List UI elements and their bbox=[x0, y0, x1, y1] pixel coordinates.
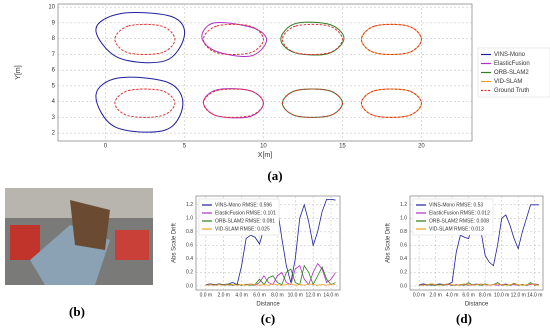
legend-box bbox=[412, 198, 494, 236]
legend-label: ElasticFusion RMSE: 0.101 bbox=[215, 210, 276, 216]
x-tick-label: 2.0 m bbox=[429, 292, 442, 298]
photo-red-chair bbox=[115, 230, 149, 260]
y-axis-label: Abs Scale Drift bbox=[386, 223, 392, 263]
plot-area bbox=[57, 3, 473, 142]
y-tick-label: 0.6 bbox=[400, 243, 407, 249]
x-tick-label: 2.0 m bbox=[217, 292, 230, 298]
caption: (d) bbox=[456, 311, 472, 326]
y-tick-label: 0.4 bbox=[186, 256, 193, 262]
legend-label: ElasticFusion bbox=[494, 61, 530, 67]
legend-box bbox=[198, 198, 280, 236]
x-tick-label: 0 bbox=[104, 144, 108, 150]
legend-box bbox=[477, 47, 550, 98]
x-tick-label: 20 bbox=[418, 144, 425, 150]
y-tick-label: 6 bbox=[52, 68, 56, 74]
legend-label: Ground Truth bbox=[494, 88, 529, 94]
y-tick-label: 0.0 bbox=[186, 283, 193, 289]
y-tick-label: 0.8 bbox=[400, 229, 407, 235]
x-tick-label: 0.0 m bbox=[200, 292, 213, 298]
caption: (c) bbox=[261, 311, 275, 326]
x-axis-label: X[m] bbox=[258, 152, 272, 159]
y-tick-label: 0.2 bbox=[186, 270, 193, 276]
x-tick-label: 4.0 m bbox=[446, 292, 459, 298]
y-tick-label: 0.2 bbox=[400, 270, 407, 276]
y-tick-label: 7 bbox=[52, 52, 56, 58]
y-tick-label: 10 bbox=[48, 5, 55, 11]
photo bbox=[5, 188, 153, 285]
x-tick-label: 0.0 m bbox=[413, 292, 426, 298]
y-tick-label: 1.0 bbox=[186, 216, 193, 222]
x-axis-label: Distance bbox=[465, 302, 489, 308]
x-axis-label: Distance bbox=[256, 302, 280, 308]
y-tick-label: 4 bbox=[52, 99, 56, 105]
photo-red-chair bbox=[10, 225, 40, 260]
x-tick-label: 10.0 m bbox=[288, 292, 303, 298]
x-tick-label: 10 bbox=[260, 144, 267, 150]
legend-label: VID-SLAM RMSE: 0.025 bbox=[215, 226, 270, 232]
photo-wood-chair bbox=[70, 200, 110, 250]
x-tick-label: 6.0 m bbox=[462, 292, 475, 298]
y-tick-label: 0.4 bbox=[400, 256, 407, 262]
legend-label: VID-SLAM bbox=[494, 79, 522, 85]
y-axis-label: Abs Scale Drift bbox=[172, 223, 178, 263]
series-line bbox=[205, 283, 336, 286]
y-tick-label: 8 bbox=[52, 36, 56, 42]
legend-label: VINS-Mono RMSE: 0.596 bbox=[215, 202, 272, 208]
caption: (a) bbox=[267, 168, 282, 183]
x-tick-label: 8.0 m bbox=[479, 292, 492, 298]
y-tick-label: 3 bbox=[52, 115, 56, 121]
y-tick-label: 2 bbox=[52, 131, 56, 137]
x-tick-label: 5 bbox=[183, 144, 187, 150]
x-tick-label: 8.0 m bbox=[271, 292, 284, 298]
legend-label: ORB-SLAM2 RMSE: 0.081 bbox=[215, 218, 275, 224]
x-tick-label: 14.0 m bbox=[527, 292, 542, 298]
y-tick-label: 9 bbox=[52, 20, 56, 26]
legend-label: ElasticFusion RMSE: 0.012 bbox=[429, 210, 490, 216]
legend-label: VINS-Mono RMSE: 0.53 bbox=[429, 202, 483, 208]
y-tick-label: 0.6 bbox=[186, 243, 193, 249]
y-tick-label: 5 bbox=[52, 83, 56, 89]
legend-label: ORB-SLAM2 bbox=[494, 70, 529, 76]
series-line bbox=[205, 264, 336, 286]
x-tick-label: 4.0 m bbox=[235, 292, 248, 298]
x-tick-label: 12.0 m bbox=[306, 292, 321, 298]
series-line bbox=[419, 282, 539, 286]
series-line bbox=[114, 23, 422, 118]
x-tick-label: 10.0 m bbox=[494, 292, 509, 298]
x-tick-label: 14.0 m bbox=[323, 292, 338, 298]
y-tick-label: 0.8 bbox=[186, 229, 193, 235]
series-line bbox=[419, 283, 539, 286]
legend-label: ORB-SLAM2 RMSE: 0.008 bbox=[429, 218, 489, 224]
y-tick-label: 1.2 bbox=[186, 202, 193, 208]
series-line bbox=[95, 12, 186, 133]
caption: (b) bbox=[69, 304, 85, 319]
y-tick-label: 0.0 bbox=[400, 283, 407, 289]
legend-label: VID-SLAM RMSE: 0.013 bbox=[429, 226, 484, 232]
y-tick-label: 1.0 bbox=[400, 216, 407, 222]
x-tick-label: 12.0 m bbox=[511, 292, 526, 298]
legend-label: VINS-Mono bbox=[494, 52, 526, 58]
y-axis-label: Y[m] bbox=[15, 65, 22, 79]
x-tick-label: 15 bbox=[339, 144, 346, 150]
x-tick-label: 6.0 m bbox=[253, 292, 266, 298]
y-tick-label: 1.2 bbox=[400, 202, 407, 208]
